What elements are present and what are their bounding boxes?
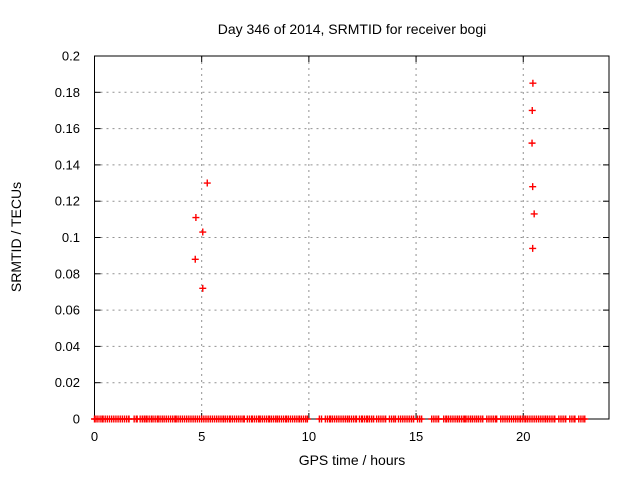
y-tick-label: 0.08	[55, 266, 80, 281]
data-point-marker	[418, 415, 426, 423]
data-point-marker	[192, 214, 200, 222]
data-point-marker	[199, 228, 207, 236]
y-tick-label: 0.16	[55, 121, 80, 136]
y-tick-labels: 0 0.02 0.04 0.06 0.08 0.1 0.12 0.14 0.16 0.18 0.2	[55, 49, 80, 427]
y-tick-label: 0.02	[55, 375, 80, 390]
data-point-marker	[529, 244, 537, 252]
x-tick-labels: 0 5 10 15 20	[91, 429, 531, 444]
x-tick-label: 15	[409, 429, 423, 444]
data-point-marker	[199, 284, 207, 292]
y-tick-label: 0	[73, 412, 80, 427]
y-tick-label: 0.06	[55, 303, 80, 318]
data-point-marker	[529, 183, 537, 191]
data-point-marker	[528, 106, 536, 114]
data-point-marker	[528, 139, 536, 147]
y-tick-label: 0.1	[62, 230, 80, 245]
data-point-marker	[529, 79, 537, 87]
y-tick-label: 0.12	[55, 194, 80, 209]
series-spike-markers	[191, 79, 538, 292]
x-tick-label: 10	[302, 429, 316, 444]
y-tick-label: 0.18	[55, 85, 80, 100]
chart-title: Day 346 of 2014, SRMTID for receiver bog…	[217, 21, 487, 37]
y-tick-label: 0.2	[62, 49, 80, 64]
x-tick-label: 20	[516, 429, 530, 444]
x-tick-label: 5	[198, 429, 205, 444]
gridlines	[94, 56, 609, 419]
y-tick-label: 0.14	[55, 157, 80, 172]
x-tick-label: 0	[91, 429, 98, 444]
y-tick-label: 0.04	[55, 339, 80, 354]
data-point-marker	[203, 179, 211, 187]
data-point-marker	[191, 255, 199, 263]
series-baseline-markers	[91, 415, 589, 423]
data-point-marker	[530, 210, 538, 218]
x-axis-label: GPS time / hours	[298, 452, 406, 468]
data-point-marker	[303, 415, 311, 423]
data-point-marker	[581, 415, 589, 423]
